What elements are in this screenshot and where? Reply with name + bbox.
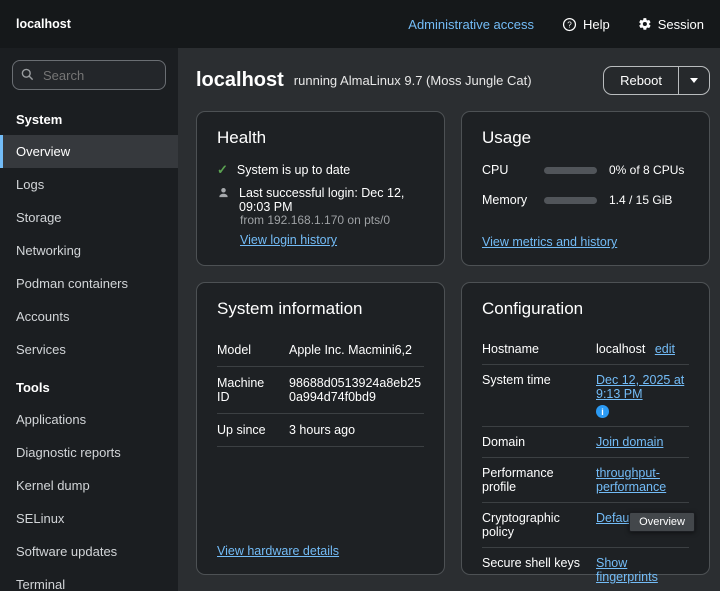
domain-label: Domain	[482, 435, 526, 449]
hostname-value-cell: localhost edit	[596, 342, 689, 356]
sidebar-item-overview[interactable]: Overview	[0, 135, 178, 168]
masthead-actions: Administrative access ? Help Session	[408, 17, 704, 32]
hostname-row: Hostname localhost edit	[482, 334, 689, 365]
view-login-history-link[interactable]: View login history	[240, 233, 338, 248]
domain-row: Domain Join domain	[482, 427, 689, 458]
sidebar-item-kernel-dump[interactable]: Kernel dump	[16, 478, 90, 493]
health-card-title: Health	[217, 128, 267, 147]
health-card: Health ✓ System is up to date Last succe…	[196, 111, 445, 266]
sidebar-item-storage[interactable]: Storage	[16, 210, 62, 225]
usage-card-title: Usage	[482, 128, 532, 147]
reboot-button[interactable]: Reboot	[604, 67, 679, 94]
view-hardware-details-link[interactable]: View hardware details	[217, 544, 340, 558]
sidebar-item-logs[interactable]: Logs	[16, 177, 45, 192]
performance-profile-link[interactable]: throughput-performance	[596, 466, 667, 494]
help-menu[interactable]: ? Help	[562, 17, 610, 32]
search-icon	[21, 68, 34, 81]
sidebar-item-terminal[interactable]: Terminal	[16, 577, 66, 591]
hostname-edit-link[interactable]: edit	[654, 342, 675, 356]
performance-profile-label: Performance profile	[482, 466, 554, 494]
overview-cards: Health ✓ System is up to date Last succe…	[196, 111, 710, 584]
sidebar-nav: System Overview Logs Storage Networking …	[0, 48, 178, 591]
overview-tooltip: Overview	[629, 512, 695, 532]
last-login-row: Last successful login: Dec 12, 09:03 PM	[217, 186, 424, 214]
main-content: localhost running AlmaLinux 9.7 (Moss Ju…	[178, 48, 720, 591]
machine-id-value: 98688d0513924a8eb250a994d74f0bd9	[289, 376, 422, 404]
up-since-row: Up since 3 hours ago	[217, 414, 424, 447]
svg-text:?: ?	[567, 20, 572, 29]
cpu-label: CPU	[482, 163, 509, 177]
page-title: localhost	[196, 69, 284, 91]
info-icon[interactable]: i	[596, 405, 609, 418]
cryptographic-policy-row: Cryptographic policy Default	[482, 503, 689, 548]
sidebar-item-services[interactable]: Services	[16, 342, 66, 357]
machine-id-row: Machine ID 98688d0513924a8eb250a994d74f0…	[217, 367, 424, 414]
reboot-dropdown-toggle[interactable]	[679, 67, 709, 94]
nav-section-system: System	[16, 112, 63, 127]
session-menu[interactable]: Session	[638, 17, 704, 32]
user-icon	[217, 186, 230, 202]
usage-card: Usage CPU 0% of 8 CPUs Memory 1.4 / 15 G…	[461, 111, 710, 266]
join-domain-link[interactable]: Join domain	[596, 435, 664, 449]
sidebar-item-diagnostic-reports[interactable]: Diagnostic reports	[16, 445, 121, 460]
system-time-link[interactable]: Dec 12, 2025 at 9:13 PM	[596, 373, 685, 401]
model-row: Model Apple Inc. Macmini6,2	[217, 334, 424, 367]
hostname-label: Hostname	[482, 342, 539, 356]
gear-icon	[638, 17, 652, 31]
nav-section-tools: Tools	[16, 380, 50, 395]
machine-id-label: Machine ID	[217, 376, 265, 404]
help-label: Help	[583, 16, 610, 32]
performance-profile-row: Performance profile throughput-performan…	[482, 458, 689, 503]
hostname-value: localhost	[596, 342, 646, 356]
memory-usage-row: Memory 1.4 / 15 GiB	[482, 193, 689, 207]
secure-shell-keys-label: Secure shell keys	[482, 556, 580, 570]
show-fingerprints-link[interactable]: Show fingerprints	[596, 556, 658, 584]
system-time-cell: Dec 12, 2025 at 9:13 PM i	[596, 373, 689, 418]
up-since-label: Up since	[217, 423, 266, 437]
session-label: Session	[657, 16, 704, 32]
sidebar-item-applications[interactable]: Applications	[16, 412, 87, 427]
memory-progress-bar	[544, 196, 597, 204]
cpu-progress-bar	[544, 166, 597, 174]
check-icon: ✓	[217, 162, 228, 177]
sidebar-item-podman-containers[interactable]: Podman containers	[16, 276, 129, 291]
cpu-usage-value: 0% of 8 CPUs	[609, 163, 685, 177]
model-value: Apple Inc. Macmini6,2	[289, 343, 412, 357]
secure-shell-keys-row: Secure shell keys Show fingerprints	[482, 548, 689, 591]
model-label: Model	[217, 343, 252, 357]
brand-hostname: localhost	[16, 17, 71, 31]
system-time-row: System time Dec 12, 2025 at 9:13 PM i	[482, 365, 689, 427]
os-subtitle: running AlmaLinux 9.7 (Moss Jungle Cat)	[293, 73, 532, 88]
view-metrics-link[interactable]: View metrics and history	[482, 235, 618, 249]
chevron-down-icon	[690, 78, 698, 83]
search-input[interactable]	[12, 60, 166, 90]
page-header: localhost running AlmaLinux 9.7 (Moss Ju…	[196, 66, 710, 95]
system-info-card-title: System information	[217, 299, 363, 318]
memory-usage-value: 1.4 / 15 GiB	[609, 193, 673, 207]
administrative-access-button[interactable]: Administrative access	[408, 16, 534, 32]
sidebar-item-software-updates[interactable]: Software updates	[16, 544, 118, 559]
system-information-card: System information Model Apple Inc. Macm…	[196, 282, 445, 575]
system-time-label: System time	[482, 373, 551, 387]
memory-label: Memory	[482, 193, 528, 207]
sidebar-search	[12, 60, 166, 90]
last-login-text: Last successful login: Dec 12, 09:03 PM	[239, 186, 405, 215]
sidebar-item-selinux[interactable]: SELinux	[16, 511, 65, 526]
sidebar-item-accounts[interactable]: Accounts	[16, 309, 70, 324]
help-icon: ?	[562, 17, 577, 32]
sidebar-item-networking[interactable]: Networking	[16, 243, 82, 258]
configuration-card-title: Configuration	[482, 299, 584, 318]
login-from-text: from 192.168.1.170 on pts/0	[240, 213, 391, 228]
cryptographic-policy-label: Cryptographic policy	[482, 511, 560, 539]
masthead: localhost Administrative access ? Help S…	[0, 0, 720, 48]
cpu-usage-row: CPU 0% of 8 CPUs	[482, 163, 689, 177]
cryptographic-policy-link[interactable]: Default	[596, 511, 636, 525]
up-to-date-text: System is up to date	[236, 163, 351, 177]
system-up-to-date-row: ✓ System is up to date	[217, 162, 424, 177]
reboot-split-button: Reboot	[603, 66, 710, 95]
up-since-value: 3 hours ago	[289, 423, 356, 437]
configuration-card: Configuration Hostname localhost edit Sy…	[461, 282, 710, 584]
